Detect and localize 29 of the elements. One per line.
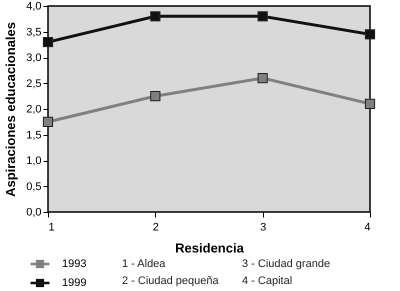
point: [364, 29, 376, 40]
y-tick-label: 3,0: [26, 52, 42, 64]
point: [42, 36, 54, 48]
y-tick-label: 2,0: [26, 104, 42, 116]
y-tick-label: 1,5: [26, 129, 42, 142]
x-tick-label: 4: [364, 222, 370, 234]
point: [150, 91, 160, 102]
text: 4 - Capital: [242, 275, 294, 289]
y-axis-title: Aspiraciones educacionales: [3, 22, 18, 197]
legend-label: 1993: [62, 258, 86, 270]
point: [258, 72, 268, 84]
text: 1 - Aldea: [122, 258, 166, 272]
y-tick-label: 1,0: [26, 155, 42, 167]
x-tick-label: 2: [152, 222, 159, 234]
x-axis-title: Residencia: [175, 240, 245, 256]
point: [364, 98, 376, 109]
point: [42, 116, 54, 127]
point: [258, 11, 268, 22]
point: [150, 11, 160, 22]
x-tick-label: 1: [48, 222, 55, 234]
text: 3 - Ciudad grande: [242, 258, 332, 272]
y-tick-label: 2,5: [26, 78, 42, 90]
y-tick-label: 3,5: [26, 26, 42, 38]
y-tick-label: 0,5: [26, 180, 42, 193]
y-tick-label: 4,0: [26, 0, 42, 12]
text: 2 - Ciudad pequeña: [122, 275, 220, 289]
x-tick-label: 3: [260, 222, 266, 234]
y-tick-label: 0,0: [26, 206, 42, 218]
legend-label: 1999: [62, 277, 86, 289]
